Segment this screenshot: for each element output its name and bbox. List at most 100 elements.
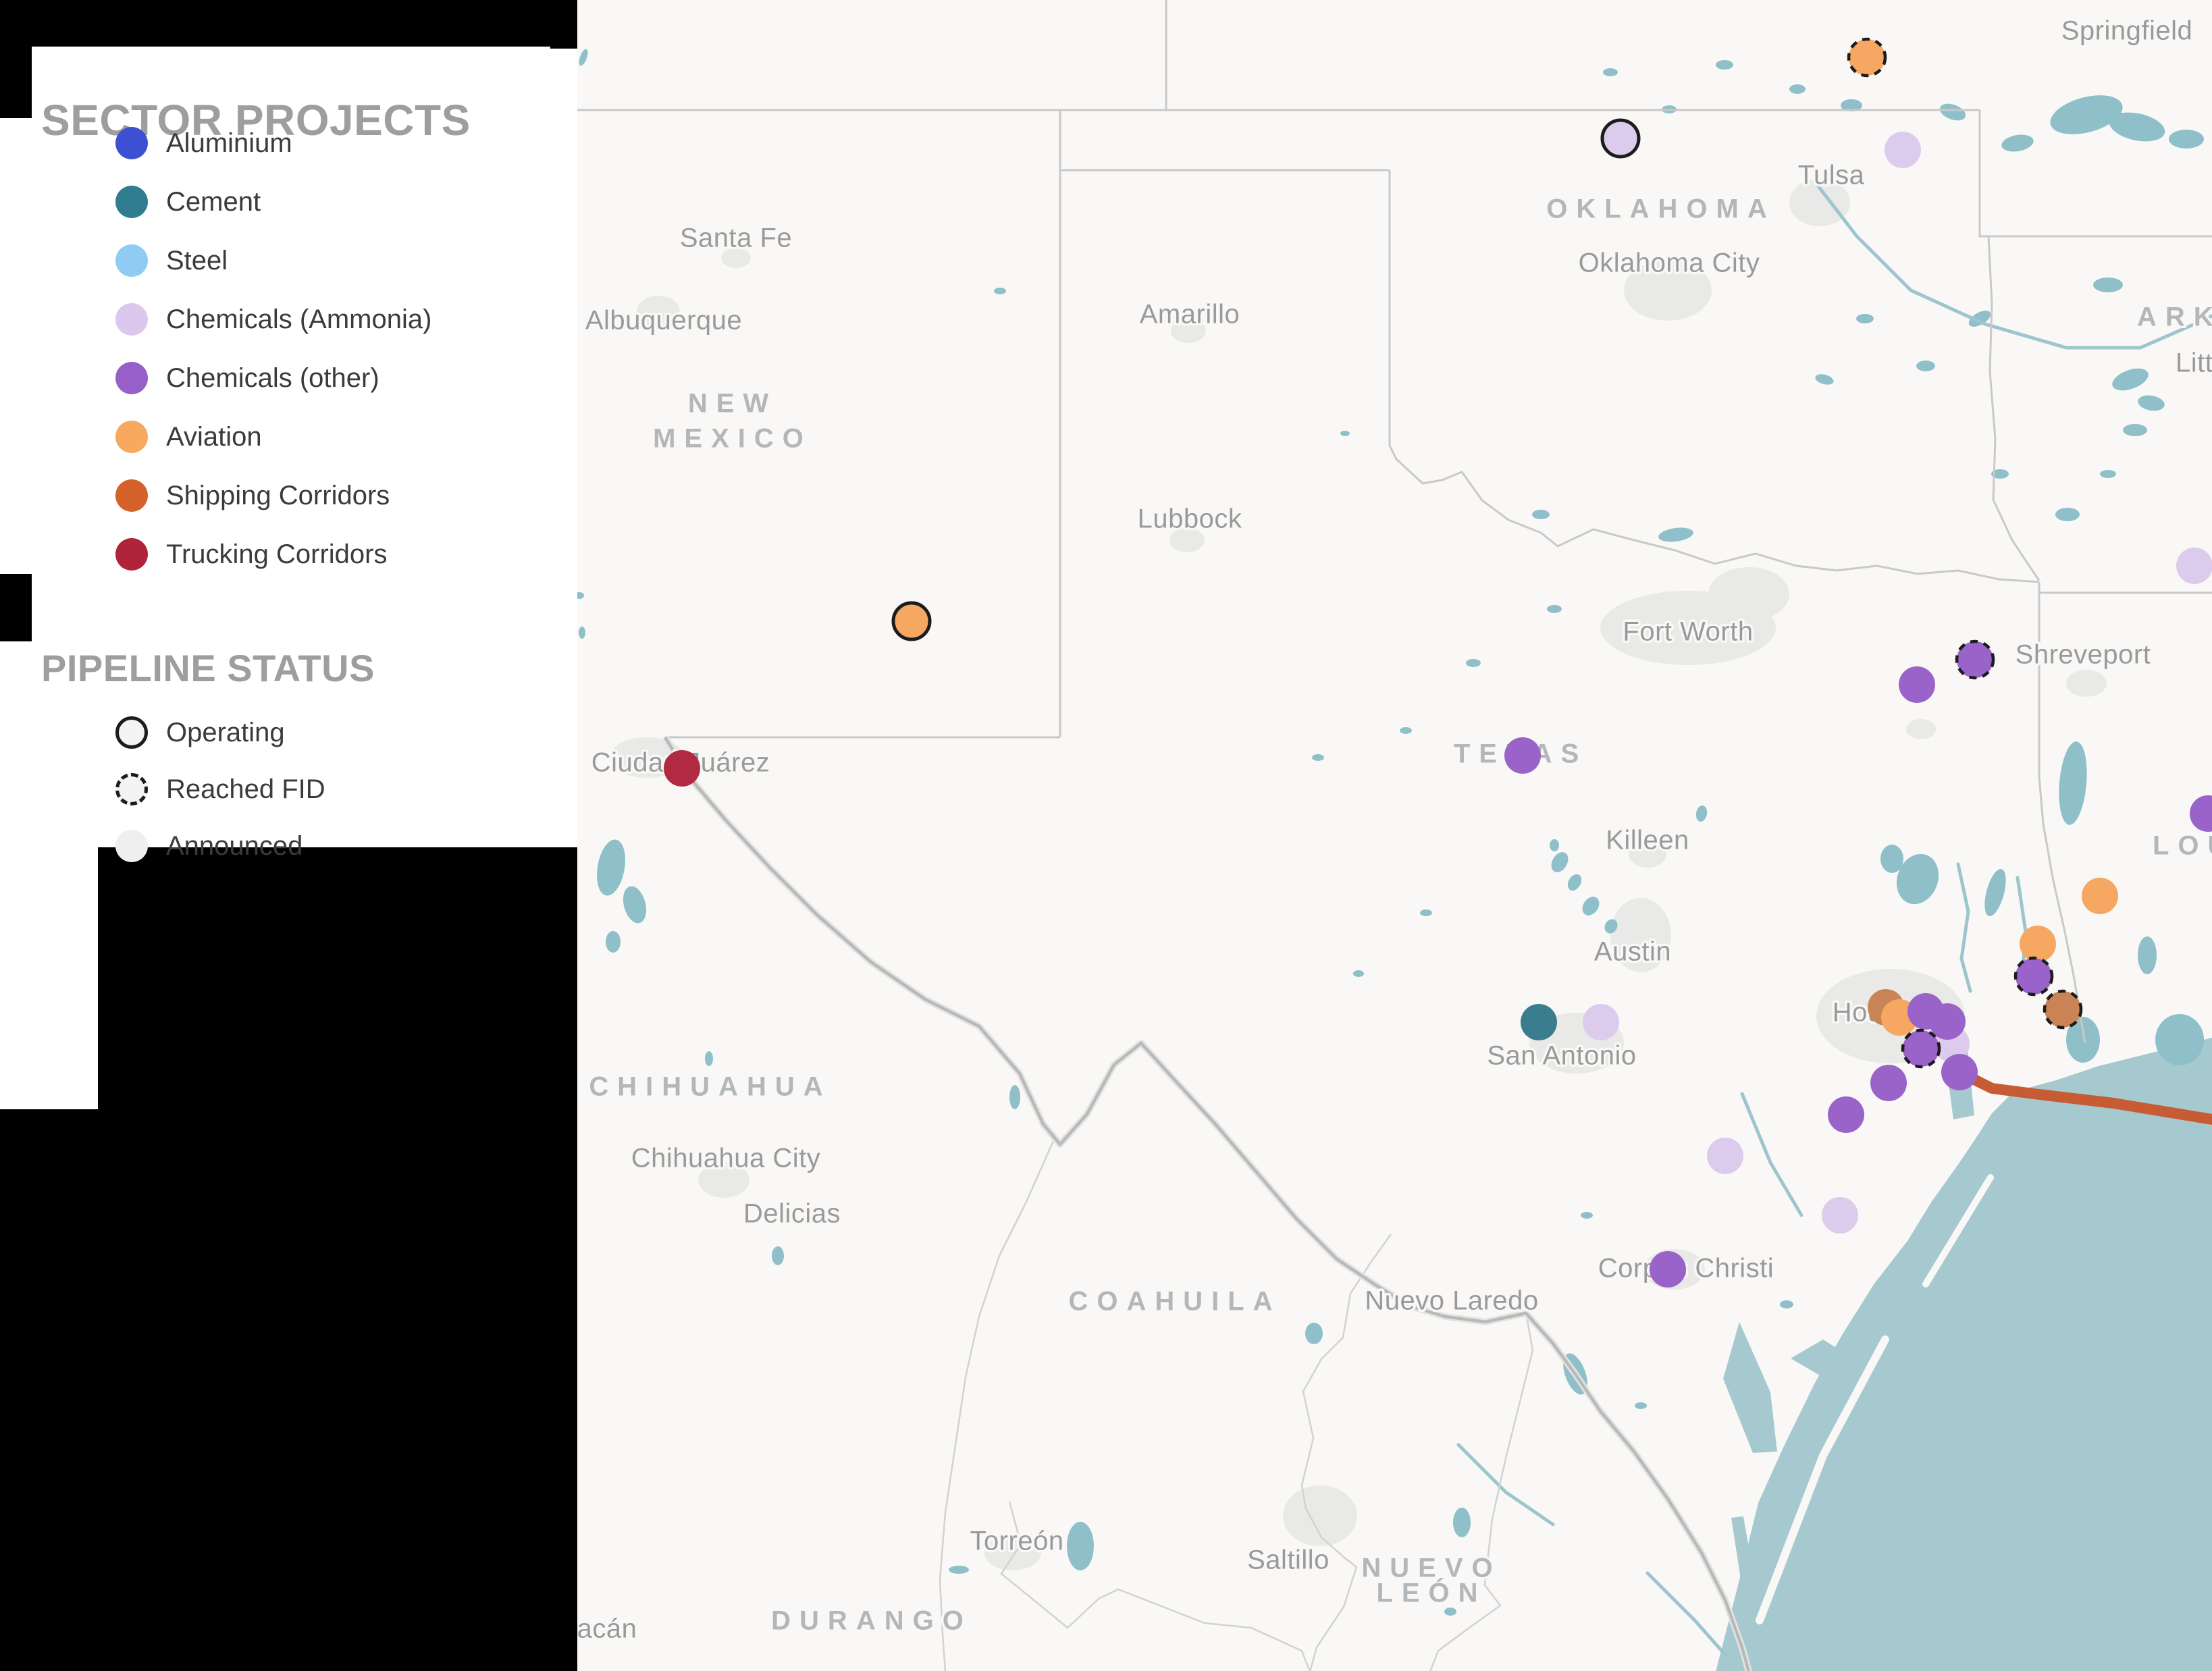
lake-34	[1400, 727, 1412, 734]
lake-42	[577, 592, 584, 599]
urban-area-15	[1171, 319, 1206, 343]
lake-50	[949, 1566, 969, 1574]
legend-swatch-aluminium-icon	[115, 127, 148, 159]
project-marker-chemicals-announced[interactable]	[1899, 666, 1935, 703]
river-5	[1740, 1092, 1803, 1217]
project-marker-aviation-announced[interactable]	[2020, 926, 2056, 962]
lake-37	[1353, 970, 1364, 977]
city-label-austin: Austin	[1594, 937, 1671, 967]
city-label-chihuahuacity: Chihuahua City	[631, 1144, 821, 1173]
city-label-saltillo: Saltillo	[1247, 1545, 1329, 1575]
legend-sector-list: Aluminium Cement Steel Chemicals (Ammonia) C…	[32, 127, 431, 571]
project-marker-aviation-operating[interactable]	[891, 601, 932, 641]
project-marker-ammonia-announced[interactable]	[1707, 1138, 1743, 1174]
lake-14	[1856, 314, 1874, 323]
us-mexico-border	[664, 736, 1751, 1671]
urban-area-16	[721, 248, 751, 268]
project-marker-chemicals-announced[interactable]	[1941, 1054, 1978, 1090]
map-canvas[interactable]: OKLAHOMANEWMEXICOTEXASARKANLOUICHIHUAHUA…	[577, 0, 2212, 1671]
lake-49	[1444, 1608, 1456, 1616]
lake-15	[1815, 374, 1834, 385]
status-label-operating: Operating	[166, 717, 285, 747]
river-4	[1645, 1571, 1728, 1657]
project-marker-ammonia-announced[interactable]	[2176, 548, 2212, 584]
legend-panel: SECTOR PROJECTS Aluminium Cement Steel Chem…	[32, 47, 550, 862]
state-label-coahuila: COAHUILA	[1068, 1287, 1281, 1317]
urban-area-14	[1169, 528, 1205, 552]
barrier-island-0	[1756, 1335, 1889, 1624]
legend-label-trucking: Trucking Corridors	[166, 539, 388, 569]
barrier-island-1	[1922, 1174, 1994, 1288]
project-marker-trucking-announced[interactable]	[664, 750, 700, 787]
project-marker-chemicals-announced[interactable]	[2190, 795, 2212, 832]
project-marker-aviation-announced[interactable]	[2082, 878, 2118, 914]
lake-44	[596, 839, 626, 896]
legend-item-aviation: Aviation	[32, 421, 431, 453]
project-marker-chemicals-fid[interactable]	[2013, 956, 2054, 997]
lake-24	[1880, 845, 1903, 873]
project-marker-ammonia-operating[interactable]	[1600, 118, 1641, 159]
legend-label-cement: Cement	[166, 186, 261, 217]
lake-7	[1603, 68, 1618, 76]
river-0	[1814, 182, 2212, 350]
project-marker-chemicals-fid[interactable]	[1901, 1028, 1941, 1069]
legend-swatch-trucking-icon	[115, 538, 148, 571]
lake-13	[1916, 361, 1935, 371]
lake-46	[606, 931, 621, 953]
project-marker-chemicals-announced[interactable]	[1828, 1096, 1864, 1133]
city-label-amarillo: Amarillo	[1140, 300, 1240, 329]
project-marker-aviation-fid[interactable]	[1847, 37, 1887, 78]
lake-22	[2059, 741, 2087, 825]
legend-label-shipping: Shipping Corridors	[166, 480, 390, 510]
bay-water-3	[1731, 1516, 1764, 1641]
urban-area-13	[1629, 841, 1666, 868]
city-label-santafe: Santa Fe	[680, 223, 792, 253]
legend-title: SECTOR PROJECTS	[41, 96, 471, 144]
project-marker-chemicals-announced[interactable]	[1870, 1065, 1907, 1101]
lake-26	[1551, 852, 1569, 872]
lake-31	[1532, 510, 1550, 519]
state-label-loui: LOUI	[2153, 831, 2212, 861]
lake-18	[2055, 508, 2080, 521]
project-marker-chemicals-announced[interactable]	[1650, 1251, 1686, 1288]
legend-item-steel: Steel	[32, 244, 431, 277]
project-marker-ammonia-announced[interactable]	[1583, 1004, 1619, 1040]
state-label-len: LEÓN	[1376, 1577, 1486, 1608]
lake-5	[1841, 99, 1862, 111]
legend-status-title: PIPELINE STATUS	[41, 647, 375, 689]
lake-30	[1550, 839, 1559, 851]
shipping-corridor-line[interactable]	[1954, 1067, 2212, 1125]
project-marker-chemicals-fid[interactable]	[1955, 639, 1995, 680]
lake-3	[1939, 103, 1966, 121]
legend-swatch-aviation-icon	[115, 421, 148, 453]
lake-10	[2138, 395, 2165, 411]
lake-58	[2155, 1014, 2204, 1065]
lake-19	[1991, 469, 2009, 479]
legend-item-ammonia: Chemicals (Ammonia)	[32, 303, 431, 336]
mexico-state-border-1	[1300, 1234, 1392, 1671]
lake-39	[1340, 431, 1350, 436]
lake-51	[705, 1051, 713, 1066]
city-label-nuevolaredo: Nuevo Laredo	[1365, 1286, 1538, 1316]
project-marker-chemicals-announced[interactable]	[1929, 1003, 1966, 1040]
project-marker-ammonia-announced[interactable]	[1885, 132, 1921, 168]
project-marker-shipping-fid[interactable]	[2043, 989, 2083, 1030]
project-marker-chemicals-announced[interactable]	[1504, 737, 1541, 774]
black-region-below-legend	[98, 847, 577, 1671]
map-layers: OKLAHOMANEWMEXICOTEXASARKANLOUICHIHUAHUA…	[577, 0, 2212, 1671]
city-label-lubbock: Lubbock	[1138, 504, 1242, 534]
state-border-2	[1978, 110, 2212, 238]
black-region-bottom-left	[0, 1109, 98, 1671]
lake-47	[1067, 1522, 1094, 1570]
project-marker-ammonia-announced[interactable]	[1822, 1197, 1858, 1234]
lake-25	[1984, 869, 2006, 916]
lake-4	[2001, 134, 2034, 152]
city-label-littl: Littl	[2176, 348, 2212, 378]
state-label-new: NEW	[688, 389, 777, 419]
bay-water-1	[1791, 1340, 1849, 1377]
state-label-oklahoma: OKLAHOMA	[1546, 194, 1776, 224]
status-swatch-operating-icon	[115, 716, 148, 749]
project-marker-cement-announced[interactable]	[1521, 1004, 1557, 1040]
legend-status-item-fid: Reached FID	[32, 773, 325, 805]
city-label-albuquerque: Albuquerque	[585, 306, 742, 336]
